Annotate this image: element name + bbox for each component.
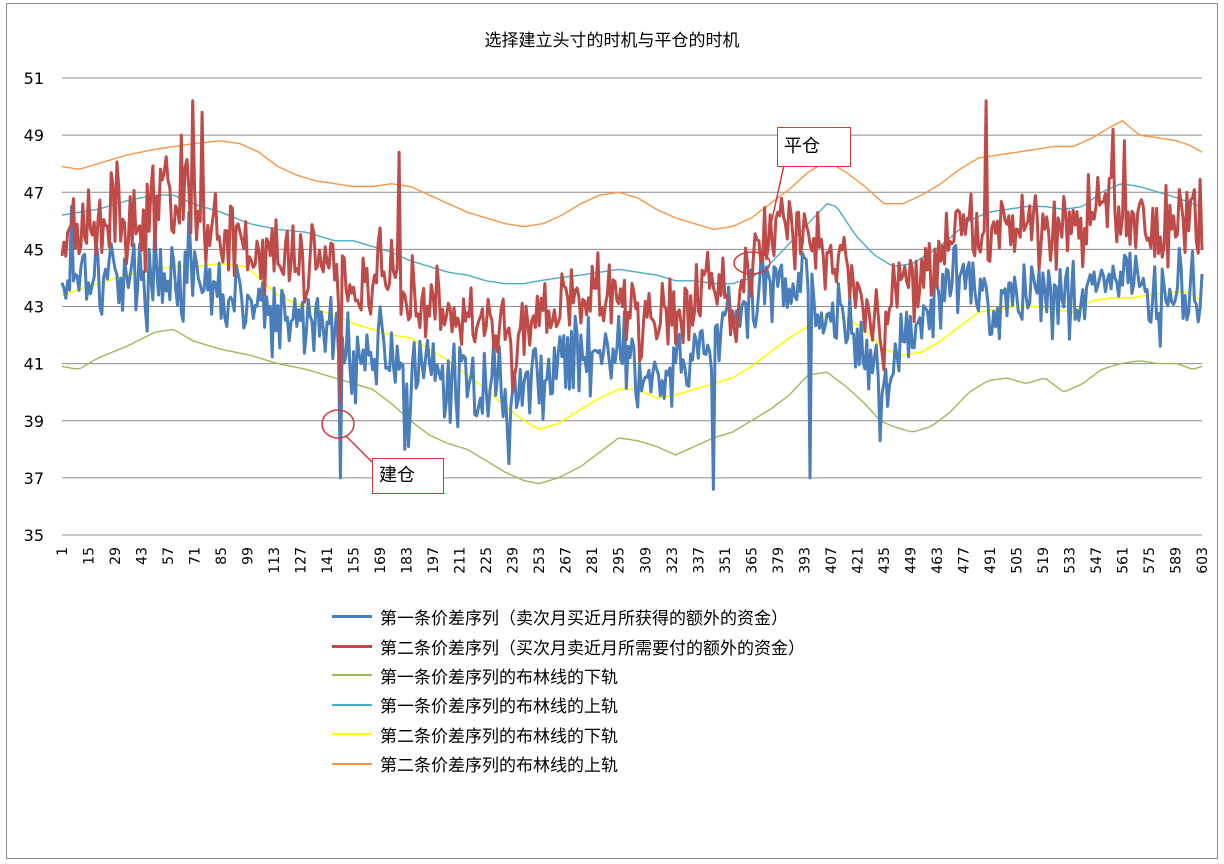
x-tick-label: 155 [347,547,363,574]
legend-swatch [332,762,372,765]
x-tick-label: 393 [797,547,813,574]
y-tick-label: 51 [24,69,44,88]
x-tick-label: 435 [877,547,893,574]
series-line [61,328,1203,485]
x-tick-label: 491 [983,547,999,574]
legend-label: 第一条价差序列的布林线的下轨 [380,667,618,688]
series-line [61,262,1203,431]
x-tick-label: 169 [373,547,389,574]
series-line [61,120,1203,231]
legend-swatch [332,615,372,619]
series-line [60,99,1204,406]
x-tick-label: 113 [267,547,283,574]
y-tick-label: 37 [24,469,44,488]
x-tick-label: 533 [1062,547,1078,574]
x-tick-label: 589 [1168,547,1184,574]
x-tick-label: 15 [82,547,98,565]
legend-label: 第二条价差序列的布林线的上轨 [380,756,618,777]
x-tick-label: 575 [1142,547,1158,574]
y-tick-label: 49 [24,126,44,145]
x-tick-label: 323 [665,547,681,574]
annotation-ellipse [733,251,771,275]
legend-label: 第二条价差序列的布林线的下轨 [380,726,618,747]
legend-label: 第二条价差序列（买次月卖近月所需要付的额外的资金） [380,638,805,659]
chart-frame [6,3,1218,859]
legend-item: 第一条价差序列（卖次月买近月所获得的额外的资金） [332,602,805,631]
x-tick-label: 211 [453,547,469,574]
x-tick-label: 351 [718,547,734,574]
legend-swatch [332,674,372,677]
x-tick-label: 547 [1089,547,1105,574]
series-line [61,183,1203,285]
x-tick-label: 449 [903,547,919,574]
legend-item: 第一条价差序列的布林线的上轨 [332,690,805,719]
annotation-close-position: 平仓 [777,127,851,167]
x-tick-label: 379 [771,547,787,574]
annotation-pointer [763,164,785,257]
annotation-open-position: 建仓 [372,458,444,494]
x-tick-label: 267 [559,547,575,574]
x-tick-label: 281 [585,547,601,574]
legend-swatch [332,644,372,648]
legend-label: 第一条价差序列的布林线的上轨 [380,697,618,718]
x-tick-label: 71 [188,547,204,565]
x-tick-label: 57 [161,547,177,565]
x-tick-label: 421 [850,547,866,574]
legend-label: 第一条价差序列（卖次月买近月所获得的额外的资金） [380,609,788,630]
x-tick-label: 197 [426,547,442,574]
x-tick-label: 603 [1195,547,1211,574]
x-tick-label: 99 [241,547,257,565]
x-tick-label: 477 [956,547,972,574]
series-line [60,205,1204,491]
x-tick-label: 309 [638,547,654,574]
legend-swatch [332,733,372,736]
annotation-pointer [345,435,373,463]
x-tick-label: 29 [108,547,124,565]
x-tick-label: 225 [479,547,495,574]
legend-item: 第二条价差序列（买次月卖近月所需要付的额外的资金） [332,631,805,660]
x-tick-label: 365 [744,547,760,574]
y-tick-label: 35 [24,526,44,545]
legend-item: 第二条价差序列的布林线的下轨 [332,720,805,749]
legend-item: 第一条价差序列的布林线的下轨 [332,661,805,690]
x-tick-label: 519 [1036,547,1052,574]
legend-swatch [332,703,372,706]
x-tick-label: 463 [930,547,946,574]
y-tick-label: 43 [24,298,44,317]
x-tick-label: 127 [294,547,310,574]
chart-legend: 第一条价差序列（卖次月买近月所获得的额外的资金） 第二条价差序列（买次月卖近月所… [332,602,805,778]
x-tick-label: 337 [691,547,707,574]
y-tick-label: 45 [24,240,44,259]
legend-item: 第二条价差序列的布林线的上轨 [332,749,805,778]
x-tick-label: 141 [320,547,336,574]
x-tick-label: 295 [612,547,628,574]
x-tick-label: 561 [1115,547,1131,574]
y-tick-label: 39 [24,412,44,431]
chart-title: 选择建立头寸的时机与平仓的时机 [484,31,740,51]
y-tick-label: 41 [24,355,44,374]
x-tick-label: 1 [55,547,71,556]
x-tick-label: 239 [506,547,522,574]
x-tick-label: 43 [135,547,151,565]
x-tick-label: 183 [400,547,416,574]
y-tick-label: 47 [24,183,44,202]
x-tick-label: 505 [1009,547,1025,574]
x-tick-label: 253 [532,547,548,574]
x-tick-label: 85 [214,547,230,565]
x-tick-label: 407 [824,547,840,574]
annotation-ellipse [321,409,355,439]
